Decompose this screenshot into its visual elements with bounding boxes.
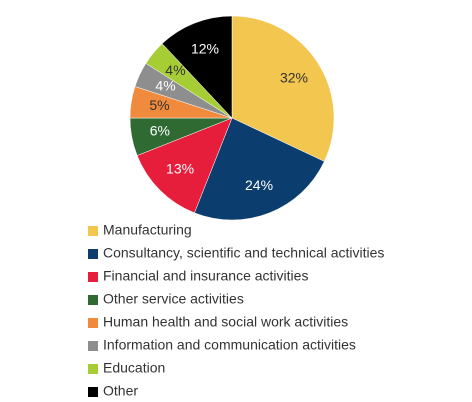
slice-label: 6% [150,122,170,138]
legend-swatch [88,249,98,259]
legend-swatch [88,387,98,397]
pie-slice [194,117,325,221]
slice-label: 13% [166,161,194,177]
slice-label: 5% [149,97,169,113]
legend-swatch [88,272,98,282]
pie-slice [231,15,335,162]
legend-label: Education [103,360,165,376]
pie-slice [136,117,233,214]
legend-label: Manufacturing [103,222,192,238]
slice-label: 24% [245,177,273,193]
legend-label: Information and communication activities [103,337,356,353]
legend-label: Human health and social work activities [103,314,348,330]
legend-label: Other [103,383,138,399]
slice-label: 12% [191,40,219,56]
slice-label: 4% [165,62,185,78]
legend-label: Other service activities [103,291,244,307]
legend-swatch [88,318,98,328]
slice-label: 32% [280,69,308,85]
legend-label: Financial and insurance activities [103,268,308,284]
legend-label: Consultancy, scientific and technical ac… [103,245,384,261]
pie-slice [161,15,233,119]
legend-swatch [88,341,98,351]
legend-swatch [88,226,98,236]
slice-label: 4% [155,77,175,93]
legend-swatch [88,364,98,374]
legend-swatch [88,295,98,305]
